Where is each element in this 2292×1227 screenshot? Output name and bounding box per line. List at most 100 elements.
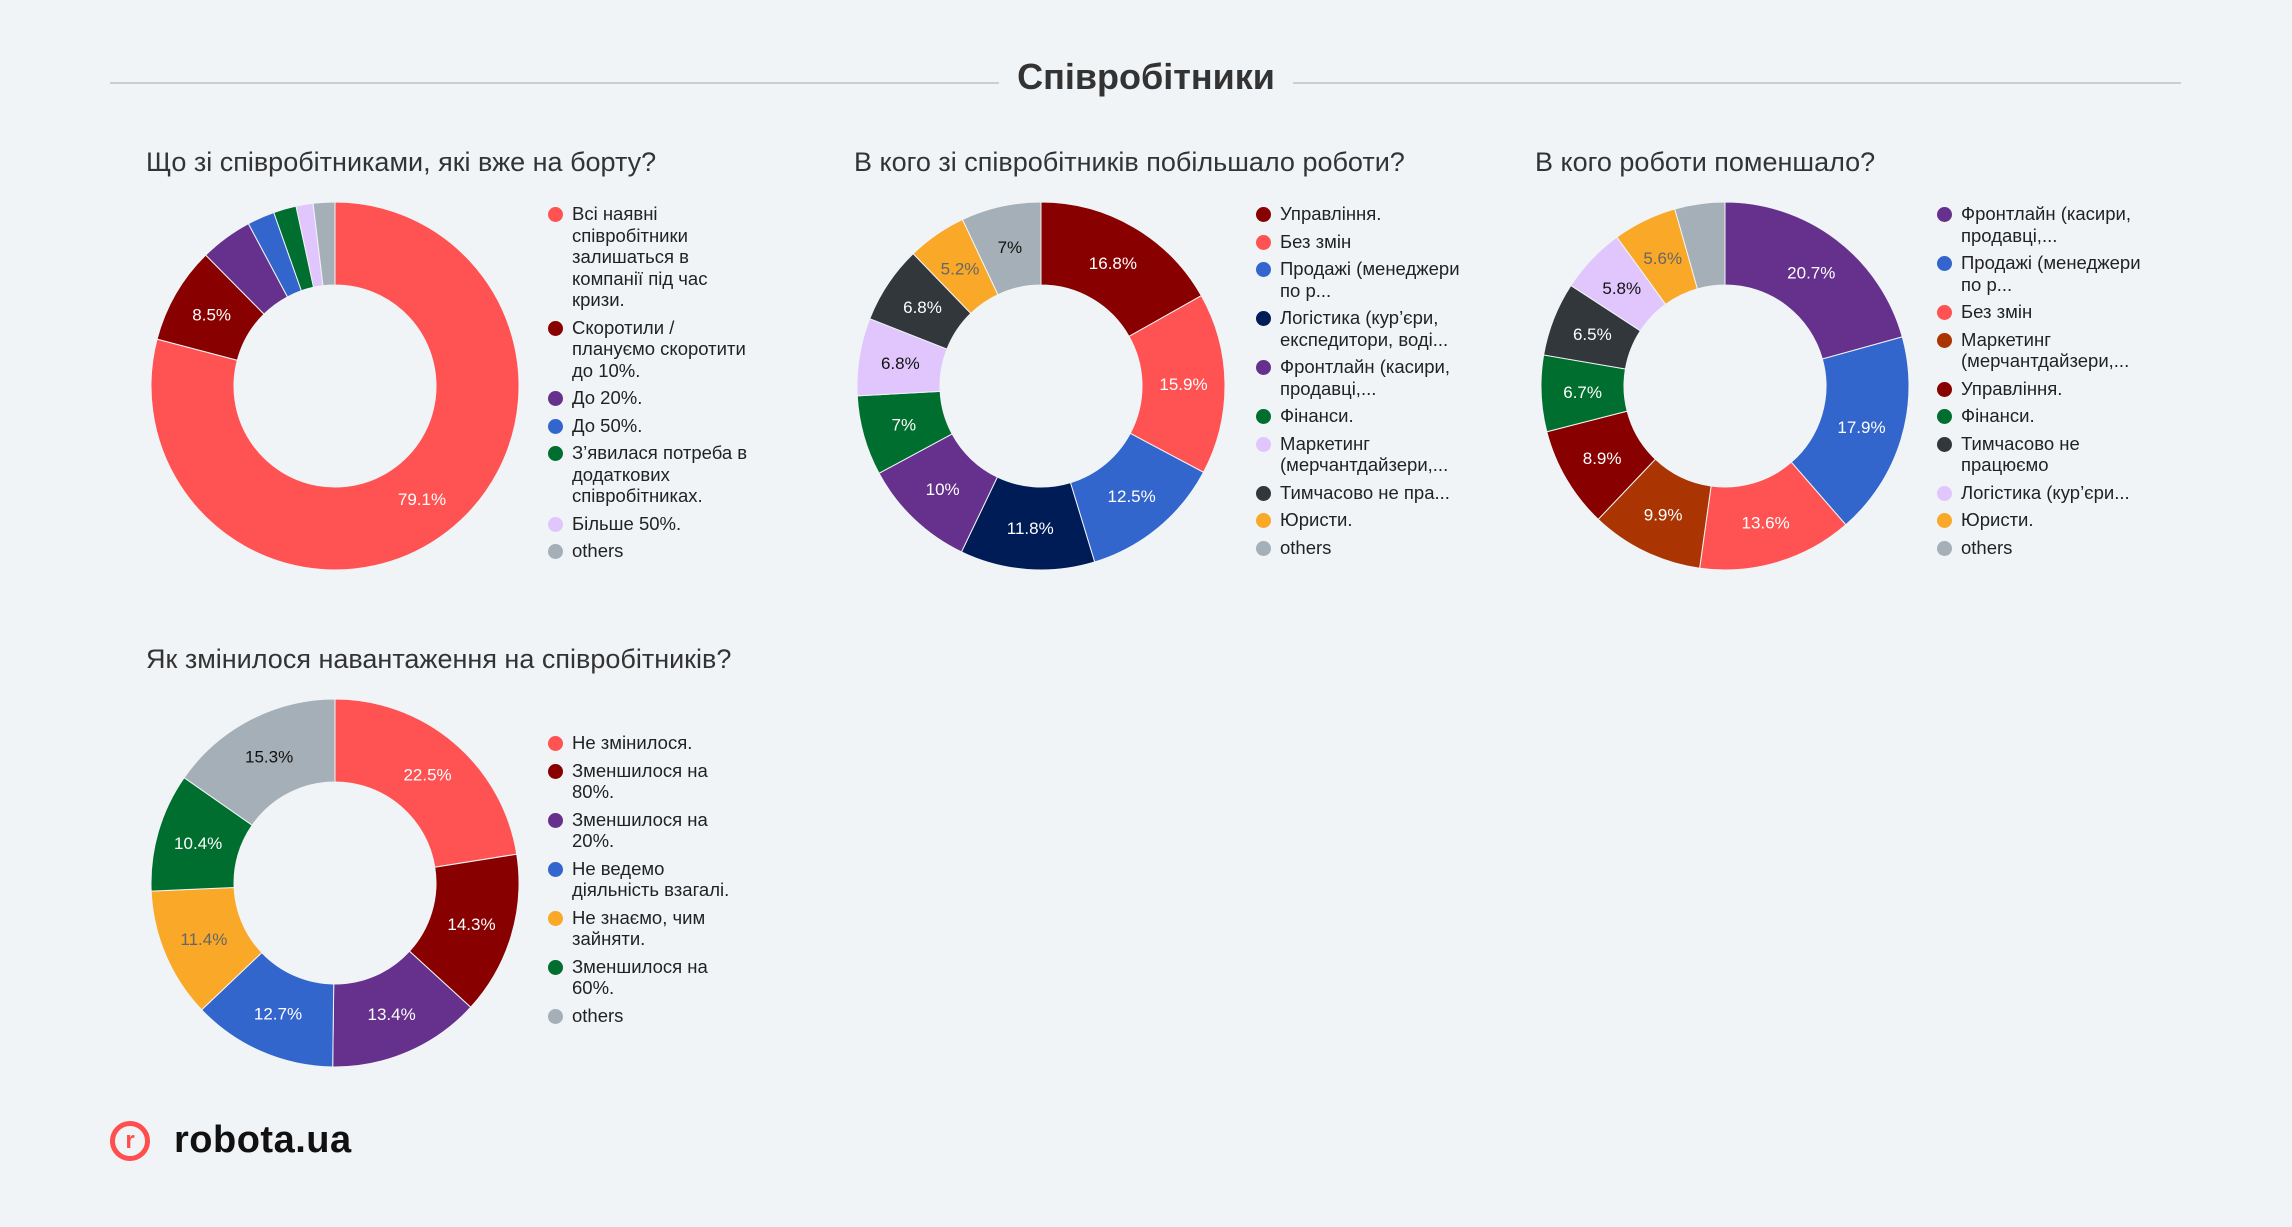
legend-swatch-icon bbox=[1937, 207, 1952, 222]
legend-item[interactable]: Скоротили / плануємо скоротити до 10%. bbox=[548, 317, 753, 382]
chart-title-less-work: В кого роботи поменшало? bbox=[1535, 147, 1876, 177]
donut-chart-less-work: 20.7% 17.9% 13.6% 9.9% 8.9% 6.7% 6.5% 5.8%5.6% bbox=[1540, 201, 1910, 571]
legend-item[interactable]: Управління. bbox=[1256, 203, 1461, 225]
slice-label: 5.8% bbox=[1602, 279, 1641, 298]
legend-item[interactable]: Юристи. bbox=[1937, 509, 2142, 531]
slice-label: 15.3% bbox=[245, 748, 293, 767]
legend-label: Маркетинг (мерчантдайзери,... bbox=[1961, 328, 2130, 372]
slice-label: 10% bbox=[926, 480, 960, 499]
legend-label: До 50%. bbox=[572, 414, 643, 436]
slice-label: 20.7% bbox=[1787, 264, 1835, 283]
legend-item[interactable]: Фронтлайн (касири, продавці,... bbox=[1256, 356, 1461, 399]
slice-label: 6.8% bbox=[881, 354, 920, 373]
donut-slice bbox=[1040, 201, 1202, 338]
legend-label: Управління. bbox=[1280, 203, 1382, 224]
logo-text: robota.ua bbox=[174, 1119, 352, 1161]
legend-item[interactable]: others bbox=[548, 1005, 753, 1027]
slice-label: 14.3% bbox=[447, 915, 495, 934]
legend-label: others bbox=[1961, 536, 2013, 558]
legend-item[interactable]: others bbox=[548, 540, 753, 562]
legend-item[interactable]: Всі наявні співробітники залишаться в ко… bbox=[548, 203, 753, 311]
legend-item[interactable]: Управління. bbox=[1937, 378, 2142, 400]
legend-swatch-icon bbox=[1937, 485, 1952, 501]
legend-swatch-icon bbox=[1937, 381, 1952, 397]
legend-item[interactable]: До 20%. bbox=[548, 387, 753, 409]
legend-label: others bbox=[572, 540, 624, 561]
legend-label: Тимчасово не пра... bbox=[1280, 481, 1450, 503]
legend-swatch-icon bbox=[1937, 436, 1952, 452]
legend-item[interactable]: Маркетинг (мерчантдайзери,... bbox=[1256, 433, 1461, 476]
legend-item[interactable]: Тимчасово не працюємо bbox=[1937, 433, 2142, 476]
legend-item[interactable]: others bbox=[1256, 537, 1461, 559]
legend-swatch-icon bbox=[1256, 234, 1271, 250]
legend-swatch-icon bbox=[548, 959, 563, 975]
slice-label: 7% bbox=[998, 238, 1023, 257]
robota-logo[interactable]: r robota.ua bbox=[110, 1119, 352, 1162]
legend-label: Тимчасово не працюємо bbox=[1961, 432, 2080, 476]
legend-swatch-icon bbox=[1937, 513, 1952, 528]
legend-item[interactable]: Фронтлайн (касири, продавці,... bbox=[1937, 203, 2142, 246]
legend-item[interactable]: Не знаємо, чим зайняти. bbox=[548, 907, 753, 950]
legend-swatch-icon bbox=[548, 320, 563, 336]
title-rule-right bbox=[1230, 82, 2181, 84]
legend-item[interactable]: Більше 50%. bbox=[548, 513, 753, 535]
legend-item[interactable]: Продажі (менеджери по р... bbox=[1256, 258, 1461, 301]
legend-item[interactable]: Зменшилося на 20%. bbox=[548, 809, 753, 852]
legend-label: Логістика (кур’єри, експедитори, воді... bbox=[1280, 307, 1449, 350]
slice-label: 10.4% bbox=[174, 834, 222, 853]
donut-chart-workload: 22.5% 14.3% 13.4% 12.7% 11.4% 10.4% 15.3% bbox=[150, 698, 520, 1068]
legend-label: Маркетинг (мерчантдайзери,... bbox=[1280, 432, 1449, 476]
legend-item[interactable]: Продажі (менеджери по р... bbox=[1937, 252, 2142, 295]
legend-swatch-icon bbox=[1937, 256, 1952, 271]
legend-label: others bbox=[572, 1004, 624, 1026]
slice-label: 12.5% bbox=[1108, 487, 1156, 506]
legend-label: Більше 50%. bbox=[572, 512, 682, 534]
legend-swatch-icon bbox=[548, 861, 563, 877]
legend-swatch-icon bbox=[548, 418, 563, 434]
legend-label: Юристи. bbox=[1280, 509, 1353, 530]
page-title: Співробітники bbox=[0, 56, 2292, 98]
legend-item[interactable]: others bbox=[1937, 537, 2142, 559]
legend-item[interactable]: Зменшилося на 60%. bbox=[548, 956, 753, 999]
legend-item[interactable]: Без змін bbox=[1937, 301, 2142, 323]
legend-swatch-icon bbox=[548, 910, 563, 926]
slice-label: 12.7% bbox=[254, 1005, 302, 1024]
legend-label: Фронтлайн (касири, продавці,... bbox=[1280, 356, 1450, 399]
donut-chart-more-work: 16.8% 15.9% 12.5% 11.8% 10% 7% 6.8% 6.8% 5.2% 7% bbox=[856, 201, 1226, 571]
legend-label: Не знаємо, чим зайняти. bbox=[572, 906, 706, 950]
donut-chart-onboard: 79.1% 8.5% bbox=[150, 201, 520, 571]
legend-swatch-icon bbox=[548, 763, 563, 779]
slice-label: 13.4% bbox=[367, 1005, 415, 1024]
slice-label: 9.9% bbox=[1644, 505, 1683, 524]
legend-swatch-icon bbox=[1937, 409, 1952, 424]
legend-swatch-icon bbox=[548, 1008, 563, 1024]
legend-item[interactable]: Маркетинг (мерчантдайзери,... bbox=[1937, 329, 2142, 372]
slice-label: 17.9% bbox=[1837, 418, 1885, 437]
legend-swatch-icon bbox=[1937, 305, 1952, 320]
legend-item[interactable]: Фінанси. bbox=[1937, 405, 2142, 427]
legend-label: Зменшилося на 80%. bbox=[572, 759, 708, 803]
legend-label: Зменшилося на 20%. bbox=[572, 808, 708, 852]
legend-item[interactable]: З’явилася потреба в додаткових співробіт… bbox=[548, 442, 753, 507]
legend-swatch-icon bbox=[1256, 262, 1271, 277]
legend-item[interactable]: Фінанси. bbox=[1256, 405, 1461, 427]
legend-swatch-icon bbox=[1256, 540, 1271, 556]
legend-item[interactable]: Логістика (кур’єри... bbox=[1937, 482, 2142, 504]
legend-item[interactable]: Логістика (кур’єри, експедитори, воді... bbox=[1256, 307, 1461, 350]
legend-item[interactable]: Тимчасово не пра... bbox=[1256, 482, 1461, 504]
legend-swatch-icon bbox=[1256, 360, 1271, 375]
legend-item[interactable]: Без змін bbox=[1256, 231, 1461, 253]
chart-title-workload: Як змінилося навантаження на співробітни… bbox=[146, 644, 732, 674]
legend-item[interactable]: Зменшилося на 80%. bbox=[548, 760, 753, 803]
legend-item[interactable]: До 50%. bbox=[548, 415, 753, 437]
legend-item[interactable]: Не змінилося. bbox=[548, 732, 753, 754]
donut-slice bbox=[183, 698, 336, 826]
legend-label: Зменшилося на 60%. bbox=[572, 955, 708, 999]
legend-swatch-icon bbox=[1937, 540, 1952, 556]
chart-title-onboard: Що зі співробітниками, які вже на борту? bbox=[146, 147, 657, 177]
legend-item[interactable]: Не ведемо діяльність взагалі. bbox=[548, 858, 753, 901]
legend-swatch-icon bbox=[548, 391, 563, 406]
legend-item[interactable]: Юристи. bbox=[1256, 509, 1461, 531]
donut-slice bbox=[961, 201, 1042, 296]
legend-swatch-icon bbox=[1937, 332, 1952, 348]
